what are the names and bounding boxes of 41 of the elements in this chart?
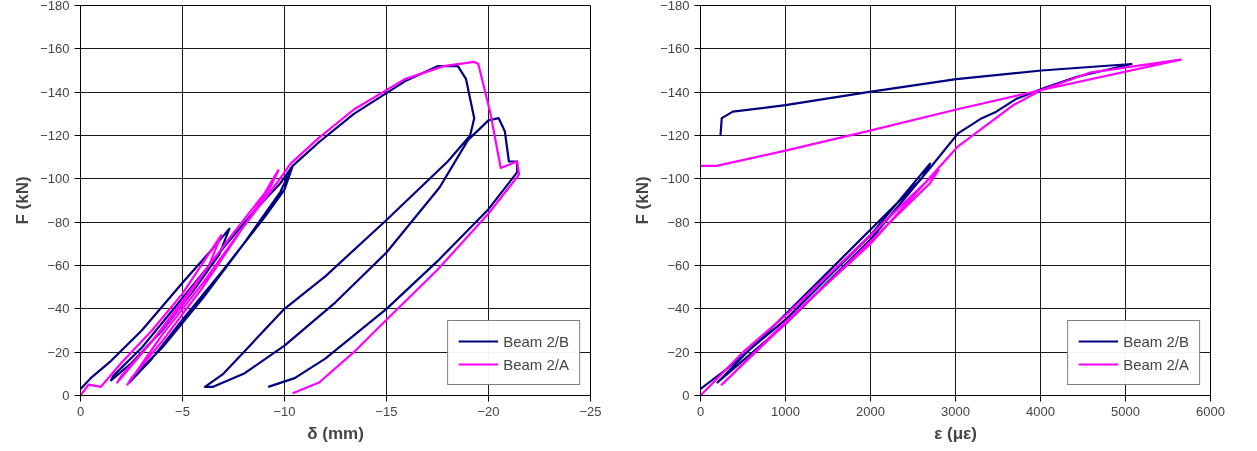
y-tick-label: −180 <box>40 0 70 13</box>
y-tick-label: −80 <box>667 214 690 230</box>
y-tick-label: −40 <box>47 301 70 317</box>
y-tick-label: −20 <box>47 344 70 360</box>
x-tick-label: −15 <box>375 403 398 419</box>
legend-label: Beam 2/A <box>1123 355 1189 373</box>
x-tick-label: 3000 <box>941 403 970 419</box>
x-tick-label: 5000 <box>1111 403 1140 419</box>
legend-label: Beam 2/A <box>503 355 569 373</box>
y-tick-label: −140 <box>660 84 690 100</box>
legend-label: Beam 2/B <box>1123 332 1189 350</box>
y-tick-label: −40 <box>667 301 690 317</box>
y-tick-label: −120 <box>40 128 70 143</box>
x-tick-label: 4000 <box>1026 403 1055 419</box>
x-axis-title: δ (mm) <box>307 423 364 443</box>
y-axis-title: F (kN) <box>633 176 653 225</box>
x-tick-label: −25 <box>579 403 602 419</box>
y-tick-label: −80 <box>47 214 70 230</box>
legend-label: Beam 2/B <box>503 332 569 350</box>
y-tick-label: 0 <box>682 388 690 403</box>
x-tick-label: 0 <box>696 403 705 419</box>
x-tick-label: 0 <box>76 403 85 419</box>
y-tick-label: −140 <box>40 84 70 100</box>
y-tick-label: −180 <box>660 0 690 13</box>
x-tick-label: 6000 <box>1196 403 1225 419</box>
y-tick-label: −100 <box>660 171 690 187</box>
x-tick-label: 2000 <box>856 403 885 419</box>
x-tick-label: −20 <box>477 403 500 419</box>
y-tick-label: −160 <box>40 41 70 57</box>
y-tick-label: −60 <box>667 258 690 273</box>
y-tick-label: −120 <box>660 128 690 143</box>
y-tick-label: −100 <box>40 171 70 187</box>
x-tick-label: 1000 <box>771 403 800 419</box>
x-tick-label: −10 <box>273 403 296 419</box>
y-tick-label: −60 <box>47 258 70 273</box>
x-axis-title: ε (με) <box>934 423 977 443</box>
y-tick-label: 0 <box>62 388 70 403</box>
y-tick-label: −20 <box>667 344 690 360</box>
x-tick-label: −5 <box>175 403 190 419</box>
y-tick-label: −160 <box>660 41 690 57</box>
y-axis-title: F (kN) <box>13 176 33 225</box>
